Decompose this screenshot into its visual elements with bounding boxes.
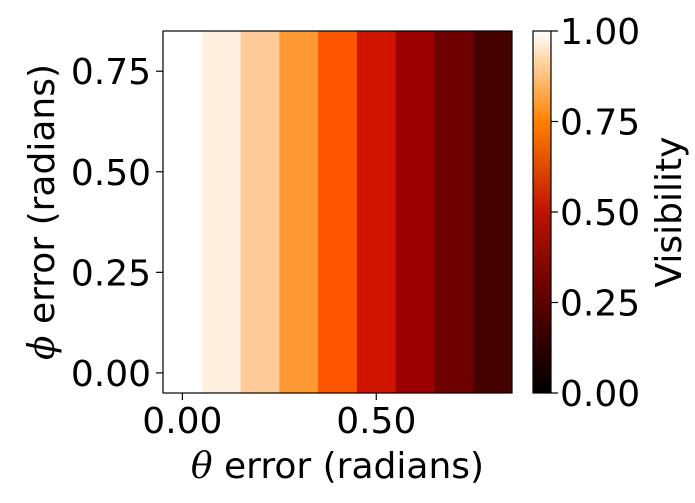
y-tick-label: 0.75: [71, 52, 151, 93]
y-tick-label: 0.50: [71, 153, 151, 194]
heatmap-cell: [163, 31, 203, 393]
y-tick-label: 0.25: [71, 253, 151, 294]
colorbar-label: Visibility: [649, 137, 690, 288]
y-axis-ticks: 0.00 0.25 0.50 0.75: [71, 52, 163, 395]
colorbar-tick-label: 1.00: [560, 12, 640, 53]
colorbar-ticks: 0.00 0.25 0.50 0.75 1.00: [551, 12, 640, 415]
colorbar: [532, 30, 552, 394]
heatmap-cell: [318, 31, 358, 393]
x-axis-ticks: 0.00 0.50: [142, 393, 416, 442]
colorbar-tick-label: 0.75: [560, 103, 640, 144]
colorbar-tick-label: 0.00: [560, 374, 640, 415]
y-tick-label: 0.00: [71, 354, 151, 395]
colorbar-tick-label: 0.50: [560, 193, 640, 234]
plot-frame: [162, 30, 513, 394]
heatmap-cell: [240, 31, 280, 393]
heatmap-cell: [279, 31, 319, 393]
heatmap-cell: [473, 31, 513, 393]
heatmap-cell: [395, 31, 435, 393]
y-axis-label: ϕ error (radians): [22, 64, 63, 360]
heatmap-cell: [356, 31, 397, 393]
x-axis-label: θ error (radians): [191, 446, 484, 487]
x-tick-label: 0.50: [336, 401, 416, 442]
heatmap-cell: [434, 31, 474, 393]
x-tick-label: 0.00: [142, 401, 222, 442]
heatmap-cell: [201, 31, 242, 393]
heatmap-cells: [163, 31, 513, 393]
colorbar-tick-label: 0.25: [560, 284, 640, 325]
